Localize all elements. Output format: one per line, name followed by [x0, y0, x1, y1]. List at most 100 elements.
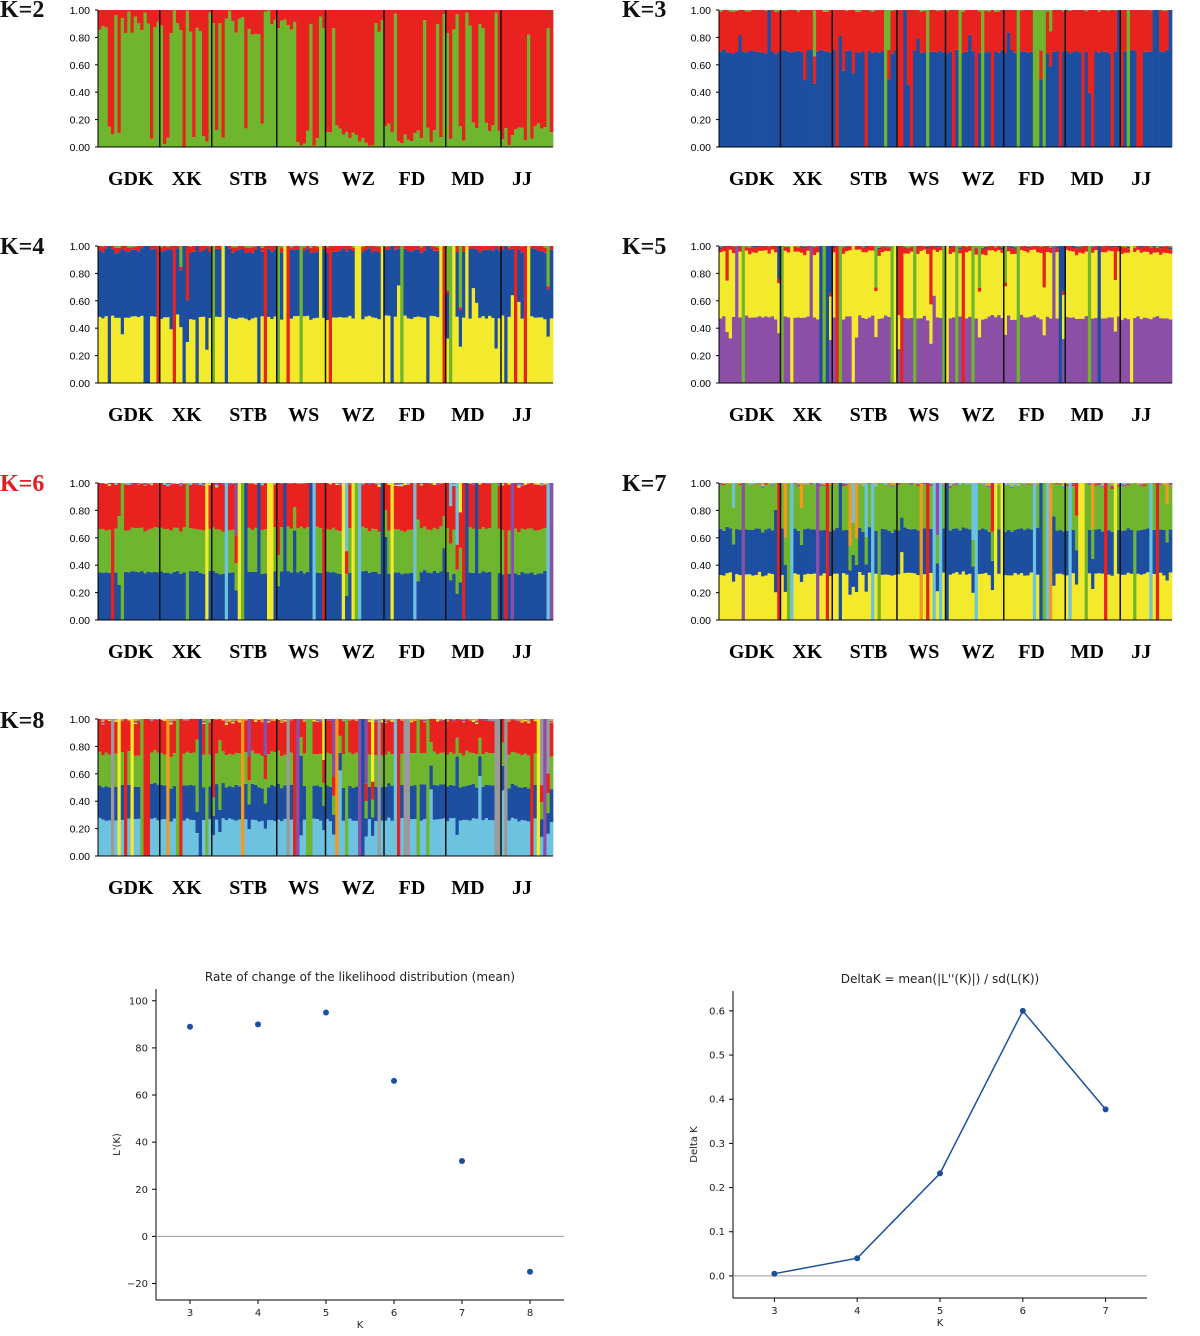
- admixture-bar: [445, 719, 450, 721]
- admixture-bar: [166, 10, 170, 138]
- admixture-bar: [1159, 254, 1163, 319]
- admixture-bar: [179, 30, 183, 148]
- admixture-bar: [536, 317, 541, 383]
- population-label: WS: [288, 877, 319, 899]
- admixture-bar: [858, 249, 862, 316]
- admixture-bar: [1010, 483, 1014, 485]
- admixture-bar: [364, 249, 369, 317]
- admixture-bar: [289, 29, 294, 147]
- admixture-bar: [98, 719, 102, 752]
- admixture-bar: [358, 719, 362, 856]
- population-label: STB: [850, 404, 888, 426]
- admixture-bar: [1045, 10, 1050, 12]
- admixture-bar: [997, 52, 1001, 147]
- admixture-bar: [796, 483, 801, 485]
- admixture-bar: [322, 759, 326, 783]
- population-label: GDK: [729, 404, 775, 426]
- admixture-bar: [221, 137, 226, 147]
- admixture-bar: [471, 248, 476, 289]
- admixture-bar: [413, 483, 417, 620]
- admixture-bar: [445, 754, 450, 787]
- admixture-bar: [423, 483, 427, 527]
- admixture-bars: [98, 10, 554, 148]
- admixture-bar: [1061, 531, 1066, 575]
- admixture-bar: [497, 484, 502, 486]
- admixture-bar: [104, 483, 109, 531]
- admixture-bar: [767, 483, 772, 484]
- admixture-bar: [351, 246, 356, 248]
- admixture-bar: [754, 246, 759, 248]
- admixture-bar: [198, 317, 203, 383]
- admixture-bar: [520, 819, 525, 856]
- admixture-bar: [536, 10, 541, 124]
- admixture-bar: [822, 10, 827, 12]
- admixture-bar: [215, 483, 219, 485]
- admixture-bar: [237, 18, 242, 147]
- admixture-bar: [280, 571, 284, 620]
- admixture-bar: [202, 484, 206, 486]
- admixture-bar: [189, 252, 193, 320]
- admixture-bar: [1136, 573, 1140, 620]
- admixture-bar: [384, 246, 388, 250]
- admixture-bar: [419, 753, 424, 785]
- admixture-bar: [221, 720, 226, 752]
- admixture-bar: [211, 815, 216, 836]
- admixture-bar: [1036, 246, 1040, 253]
- admixture-bar: [906, 572, 911, 620]
- admixture-bar: [1152, 483, 1157, 530]
- admixture-bar: [922, 483, 927, 485]
- admixture-bar: [851, 586, 856, 620]
- admixture-bar: [114, 317, 118, 383]
- admixture-bar: [403, 248, 408, 316]
- admixture-bar: [1029, 483, 1034, 484]
- admixture-bar: [1049, 252, 1053, 319]
- admixture-bar: [153, 246, 157, 249]
- population-label: GDK: [108, 641, 154, 663]
- admixture-bar: [1061, 291, 1066, 295]
- admixture-bar: [166, 528, 170, 573]
- admixture-bar: [523, 573, 528, 620]
- admixture-bar: [764, 575, 768, 620]
- admixture-bar: [517, 301, 521, 383]
- admixture-bar: [1068, 483, 1073, 620]
- y-tick-label: 0.00: [70, 378, 91, 390]
- admixture-bar: [1068, 246, 1073, 251]
- population-label: WZ: [961, 168, 994, 190]
- admixture-bar: [146, 719, 151, 856]
- admixture-bar: [237, 249, 242, 318]
- admixture-bar: [296, 528, 300, 573]
- admixture-bar: [501, 315, 505, 383]
- admixture-bar: [283, 754, 287, 786]
- admixture-bar: [452, 485, 456, 530]
- admixture-bar: [916, 483, 920, 485]
- admixture-bar: [458, 10, 463, 127]
- admixture-bar: [114, 720, 118, 722]
- admixture-bar: [423, 784, 427, 819]
- admixture-bar: [260, 755, 265, 789]
- admixture-bar: [744, 315, 749, 383]
- admixture-bar: [848, 594, 853, 620]
- admixture-bar: [1120, 10, 1124, 147]
- admixture-bar: [1155, 316, 1160, 383]
- admixture-bar: [754, 483, 759, 485]
- admixture-bar: [416, 719, 421, 856]
- admixture-bar: [244, 247, 248, 254]
- admixture-bar: [390, 719, 395, 722]
- admixture-bar: [1000, 50, 1005, 147]
- admixture-bar: [98, 572, 102, 620]
- admixture-bar: [887, 483, 891, 484]
- admixture-bar: [263, 11, 268, 148]
- admixture-bar: [1120, 483, 1124, 485]
- admixture-bar: [829, 292, 833, 297]
- admixture-bar: [163, 483, 167, 485]
- admixture-bar: [293, 483, 297, 508]
- admixture-bar: [465, 246, 469, 383]
- x-tick-label: 4: [854, 1306, 860, 1317]
- admixture-bar: [140, 246, 144, 249]
- admixture-bar: [117, 252, 122, 318]
- admixture-bar: [783, 316, 788, 383]
- admixture-bar: [510, 719, 515, 752]
- admixture-bar: [341, 719, 346, 721]
- admixture-bar: [153, 483, 157, 528]
- admixture-bar: [929, 246, 933, 305]
